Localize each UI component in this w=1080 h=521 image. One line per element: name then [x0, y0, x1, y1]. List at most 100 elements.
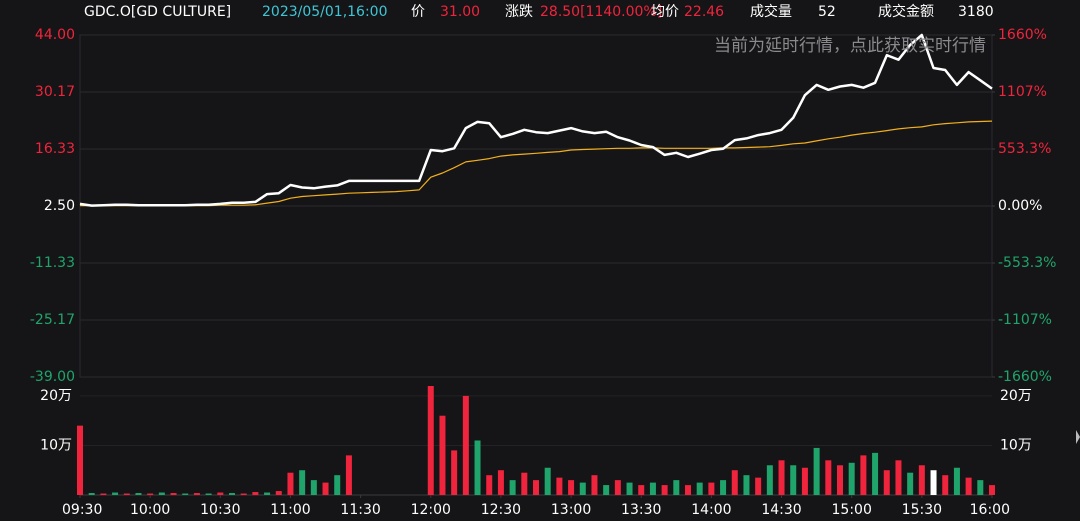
- volume-bar: [123, 493, 130, 495]
- plot: 44.00 30.17 16.33 2.50 -11.33 -25.17 -39.00 166…: [30, 27, 1057, 518]
- volume-bar: [825, 460, 832, 495]
- volume-bar: [100, 493, 107, 495]
- volume-bar: [965, 477, 972, 495]
- volume-bar: [556, 477, 563, 495]
- volume-bar: [158, 492, 165, 495]
- volume-bar: [755, 477, 762, 495]
- volume-bar: [299, 470, 306, 495]
- volume-bar: [953, 467, 960, 495]
- volume-bar: [661, 485, 668, 495]
- amount-label: 成交金额: [878, 3, 934, 20]
- volume-tick-label-right: 10万: [1000, 437, 1032, 453]
- volume-bar: [872, 452, 879, 495]
- volume-tick-label: 10万: [40, 437, 72, 453]
- volume-bar: [626, 482, 633, 495]
- volume-bar: [989, 485, 995, 495]
- volume-bar: [591, 475, 598, 495]
- volume-bar: [345, 455, 352, 495]
- price: 31.00: [440, 4, 480, 20]
- x-tick-label: 13:00: [551, 502, 591, 518]
- y2-tick-label: 553.3%: [998, 141, 1051, 157]
- volume-bar: [907, 472, 914, 495]
- volume-bar: [264, 492, 271, 495]
- volume-bar: [977, 480, 984, 495]
- volume-bar: [170, 493, 177, 495]
- average-line: [80, 120, 993, 207]
- delay-notice[interactable]: 当前为延时行情，点此获取实时行情: [714, 36, 986, 56]
- x-tick-label: 10:00: [130, 502, 170, 518]
- volume-bar: [568, 480, 575, 495]
- y2-tick-label: 1660%: [998, 27, 1047, 43]
- volume-bar: [88, 493, 95, 495]
- volume-bar: [229, 493, 235, 495]
- volume-bar: [451, 450, 458, 495]
- x-tick-label: 14:30: [761, 502, 801, 518]
- volume-bar: [801, 467, 808, 495]
- volume-bar: [287, 472, 294, 495]
- volume-bar: [778, 460, 785, 495]
- header: GDC.O[GD CULTURE] 2023/05/01,16:00 价 31.…: [84, 3, 994, 20]
- x-tick-label: 15:30: [902, 502, 942, 518]
- volume-bar: [942, 475, 949, 495]
- volume-bar: [275, 491, 282, 495]
- volume-bar: [638, 485, 645, 495]
- volume-bar: [673, 480, 680, 495]
- volume-bar: [205, 493, 212, 495]
- volume-bar: [182, 493, 189, 495]
- volume-bar: [930, 470, 937, 495]
- volume-bar: [895, 460, 902, 495]
- y2-tick-label: -1107%: [998, 312, 1052, 328]
- volume-bar: [685, 485, 691, 495]
- y-tick-label: 30.17: [35, 84, 75, 100]
- side-arrow[interactable]: [1076, 430, 1080, 444]
- y-tick-label: -25.17: [30, 312, 75, 328]
- volume-bar: [614, 480, 621, 495]
- volume-bar: [252, 492, 259, 495]
- price-line: [79, 33, 993, 207]
- x-tick-label: 15:00: [832, 502, 872, 518]
- x-tick-label: 16:00: [970, 502, 1010, 518]
- volume-bar: [918, 465, 925, 495]
- volume-bar: [77, 425, 83, 495]
- change-label: 涨跌: [505, 4, 533, 20]
- y2-tick-label: 0.00%: [998, 198, 1042, 214]
- volume-bar: [135, 493, 142, 495]
- avg-label: 均价: [651, 4, 679, 20]
- volume-bar: [474, 440, 481, 495]
- volume-bar: [240, 493, 247, 495]
- x-tick-label: 11:30: [340, 502, 380, 518]
- time: 2023/05/01,16:00: [262, 4, 388, 20]
- volume-bar: [427, 385, 434, 495]
- volume-bar: [720, 480, 727, 495]
- y2-tick-label: 1107%: [998, 84, 1047, 100]
- volume-bar: [603, 485, 610, 495]
- y-tick-label: 2.50: [44, 198, 75, 214]
- volume-tick-label-right: 20万: [1000, 388, 1032, 404]
- amount: 3180: [958, 4, 994, 20]
- volume-bar: [112, 492, 119, 495]
- volume-bar: [649, 482, 656, 495]
- volume-bar: [147, 493, 154, 495]
- x-tick-label: 13:30: [621, 502, 661, 518]
- volume-bar: [883, 470, 890, 495]
- volume-label: 成交量: [750, 3, 792, 20]
- price-label: 价: [411, 4, 425, 20]
- volume-bar: [790, 465, 797, 495]
- y-tick-label: -11.33: [30, 255, 75, 271]
- volume-bar: [521, 472, 528, 495]
- symbol: GDC.O[GD CULTURE]: [84, 4, 231, 20]
- volume-bar: [731, 470, 738, 495]
- x-tick-label: 12:30: [481, 502, 521, 518]
- volume-bar: [579, 482, 586, 495]
- volume-bar: [497, 470, 504, 495]
- volume-bar: [486, 475, 493, 495]
- y2-tick-label: -1660%: [998, 369, 1052, 385]
- x-tick-label: 12:00: [411, 502, 451, 518]
- x-tick-label: 10:30: [200, 502, 240, 518]
- y-tick-label: -39.00: [30, 369, 75, 385]
- volume-bar: [743, 475, 750, 495]
- volume-bar: [860, 455, 867, 495]
- volume-bar: [509, 480, 516, 495]
- volume-bar: [696, 482, 703, 495]
